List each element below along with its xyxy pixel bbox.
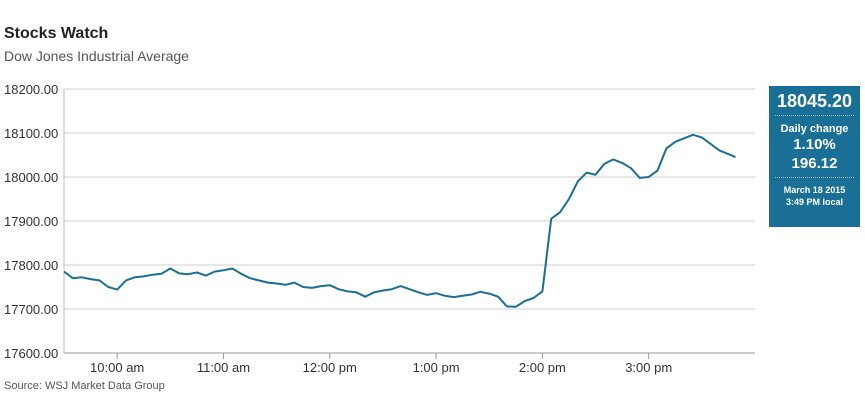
price-summary-panel: 18045.20 Daily change 1.10% 196.12 March… bbox=[769, 86, 860, 227]
daily-change-points: 196.12 bbox=[791, 155, 838, 172]
y-tick-label: 18200.00 bbox=[4, 82, 58, 97]
last-price: 18045.20 bbox=[776, 91, 853, 111]
y-tick-label: 17700.00 bbox=[4, 302, 58, 317]
daily-change-label: Daily change bbox=[780, 123, 849, 135]
panel-divider bbox=[775, 177, 854, 178]
x-tick-label: 2:00 pm bbox=[519, 360, 566, 375]
source-note: Source: WSJ Market Data Group bbox=[4, 380, 165, 392]
panel-divider bbox=[775, 115, 854, 116]
chart-subtitle: Dow Jones Industrial Average bbox=[4, 48, 189, 64]
x-tick-label: 1:00 pm bbox=[413, 360, 460, 375]
series-line bbox=[63, 133, 736, 308]
y-tick-label: 18100.00 bbox=[4, 126, 58, 141]
x-tick-label: 12:00 pm bbox=[303, 360, 357, 375]
y-tick-label: 17800.00 bbox=[4, 258, 58, 273]
x-tick-label: 10:00 am bbox=[90, 360, 144, 375]
y-tick-label: 18000.00 bbox=[4, 170, 58, 185]
quote-date: March 18 2015 bbox=[783, 185, 846, 195]
y-tick-label: 17600.00 bbox=[4, 346, 58, 361]
quote-time: 3:49 PM local bbox=[785, 197, 844, 207]
x-tick-label: 3:00 pm bbox=[625, 360, 672, 375]
daily-change-percent: 1.10% bbox=[793, 136, 836, 153]
x-tick-label: 11:00 am bbox=[197, 360, 250, 375]
chart-title: Stocks Watch bbox=[4, 25, 109, 42]
y-tick-label: 17900.00 bbox=[4, 214, 58, 229]
